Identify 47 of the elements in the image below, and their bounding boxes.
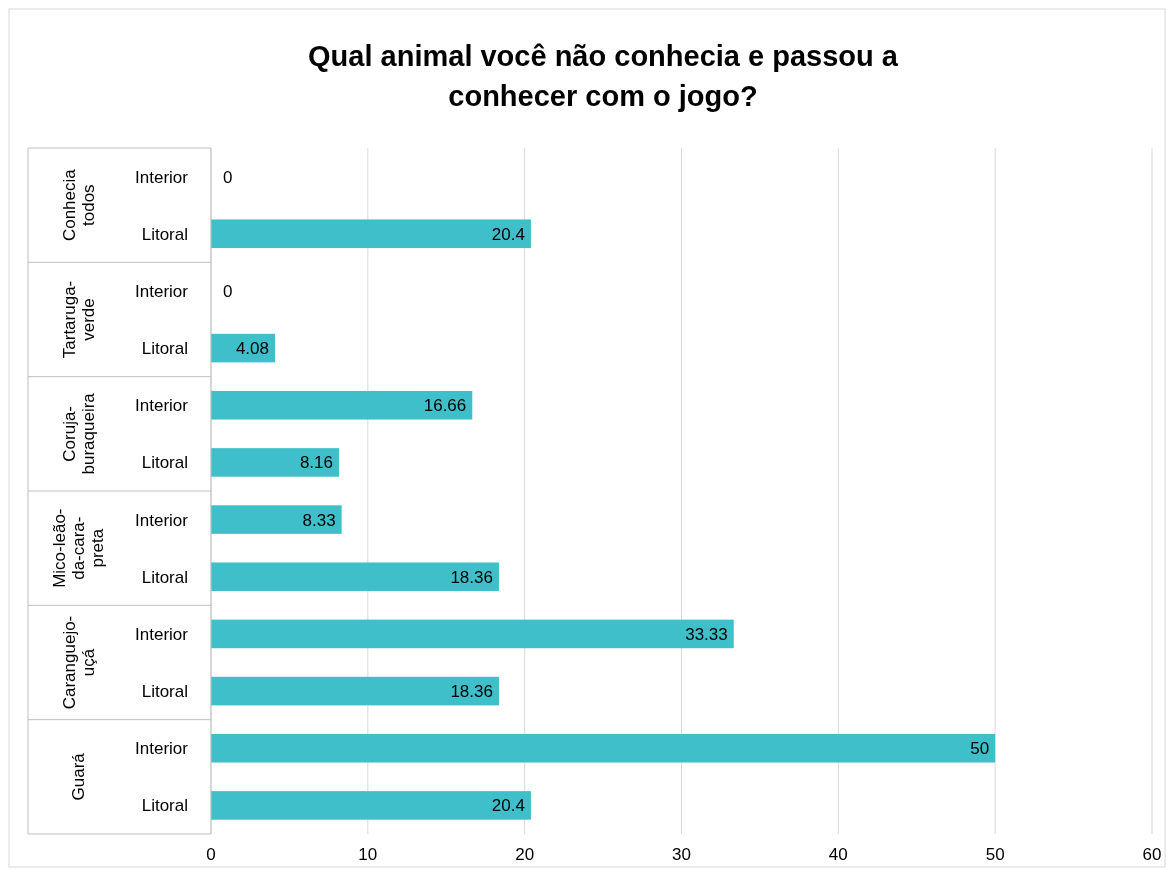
y-tick-label: Interior [135, 396, 189, 416]
x-tick-label: 30 [672, 845, 691, 864]
bar [211, 505, 342, 534]
data-label: 18.36 [450, 682, 493, 702]
data-label: 8.16 [299, 453, 333, 473]
bar [211, 676, 499, 706]
y-tick-label: Litoral [141, 224, 188, 244]
data-label: 4.08 [235, 339, 269, 359]
data-label: 33.33 [685, 624, 728, 644]
data-label: 0 [223, 167, 233, 187]
text: Caranguejo-uçá [59, 615, 98, 710]
text: Mico-leão-da-cara-preta [50, 508, 107, 588]
x-tick-label: 40 [828, 845, 848, 864]
bar [211, 791, 531, 820]
y-tick-label: Interior [135, 281, 189, 301]
x-tick-label: 20 [515, 845, 535, 864]
bar [211, 390, 473, 420]
text: Coruja-buraqueira [59, 392, 98, 475]
data-label: 8.33 [302, 510, 336, 530]
text: Conhecia todos [59, 168, 98, 242]
text: Tartaruga-verde [59, 280, 98, 359]
bar [211, 733, 996, 763]
y-tick-label: Interior [135, 739, 189, 759]
y-tick-label: Litoral [141, 453, 188, 473]
data-label: 18.36 [450, 567, 493, 587]
y-tick-label: Litoral [141, 567, 188, 587]
bar [211, 448, 339, 477]
text: Guará [69, 752, 88, 801]
y-tick-label: Litoral [141, 682, 188, 702]
data-label: 20.4 [491, 796, 525, 816]
data-label: 0 [223, 281, 233, 301]
data-label: 16.66 [423, 396, 467, 416]
bar [211, 219, 531, 249]
x-tick-label: 60 [1142, 845, 1162, 864]
data-label: 20.4 [491, 224, 525, 244]
data-label: 50 [970, 739, 990, 759]
bar [211, 562, 499, 592]
x-tick-label: 0 [206, 845, 216, 864]
y-tick-label: Interior [135, 510, 189, 530]
y-tick-label: Litoral [141, 339, 188, 359]
x-tick-label: 50 [985, 845, 1005, 864]
y-tick-label: Interior [135, 624, 189, 644]
y-tick-label: Litoral [141, 796, 188, 816]
bar [211, 619, 734, 649]
y-tick-label: Interior [135, 167, 189, 187]
x-tick-label: 10 [358, 845, 378, 864]
chart-title: Qual animal você não conhecia e passou a conhecer com o jogo? [308, 40, 899, 112]
